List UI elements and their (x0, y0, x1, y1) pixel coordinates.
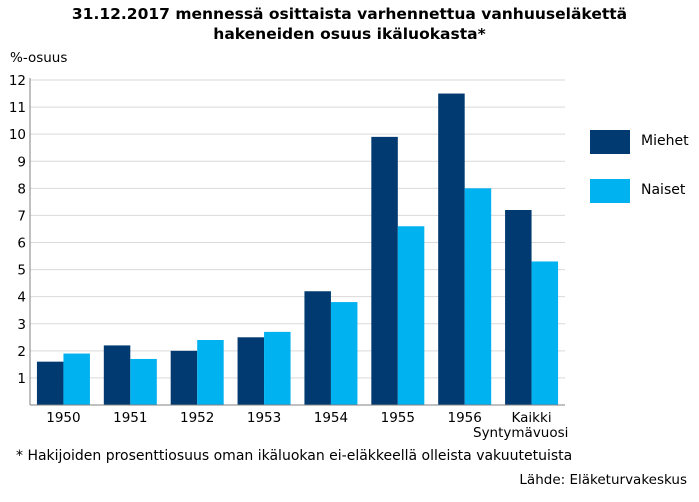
bar-miehet-1955 (371, 136, 398, 405)
bar-naiset-1951 (130, 358, 157, 405)
x-tick-label: 1953 (247, 410, 281, 426)
y-tick-label: 6 (17, 236, 26, 252)
chart-title: 31.12.2017 mennessä osittaista varhennet… (0, 4, 699, 44)
y-tick-label: 9 (17, 154, 26, 170)
y-tick-label: 8 (17, 181, 26, 197)
y-tick-label: 10 (9, 127, 26, 143)
chart-title-line-2: hakeneiden osuus ikäluokasta* (213, 25, 486, 43)
x-tick-label: 1954 (314, 410, 348, 426)
bar-naiset-1950 (63, 353, 90, 405)
bar-miehet-1950 (36, 361, 64, 405)
y-tick-label: 12 (9, 73, 26, 89)
x-axis-ticks: 1950 1951 1952 1953 1954 1955 1956 Kaikki (46, 410, 551, 426)
legend-label-miehet: Miehet (641, 133, 689, 149)
x-tick-label: 1952 (180, 410, 214, 426)
bars (36, 93, 559, 406)
y-tick-label: 7 (17, 208, 26, 224)
legend-label-naiset: Naiset (641, 182, 686, 198)
x-tick-label: Kaikki (512, 410, 552, 426)
bar-miehet-kaikki (505, 210, 532, 405)
bar-miehet-1951 (103, 345, 131, 405)
bar-naiset-1952 (197, 340, 224, 405)
legend-item-naiset: Naiset (590, 179, 699, 203)
legend-item-miehet: Miehet (590, 130, 699, 154)
bar-miehet-1953 (237, 337, 265, 405)
source-note: Lähde: Eläketurvakeskus (519, 472, 687, 488)
legend-swatch-naiset (590, 179, 630, 203)
y-tick-label: 5 (17, 263, 26, 279)
bar-naiset-1954 (330, 302, 358, 405)
x-tick-label: 1956 (448, 410, 482, 426)
y-tick-label: 11 (9, 100, 26, 116)
x-tick-label: 1950 (46, 410, 80, 426)
bar-naiset-1955 (397, 226, 425, 405)
bar-miehet-1956 (438, 93, 465, 406)
x-tick-label: 1951 (113, 410, 147, 426)
y-tick-label: 3 (17, 317, 26, 333)
legend-swatch-miehet (590, 130, 630, 154)
bar-miehet-1954 (304, 291, 331, 405)
bar-naiset-1953 (264, 331, 291, 405)
x-axis-title: Syntymävuosi (473, 425, 569, 441)
y-tick-label: 1 (17, 371, 26, 387)
y-tick-label: 2 (17, 344, 26, 360)
bar-naiset-1956 (464, 188, 492, 405)
chart-title-line-1: 31.12.2017 mennessä osittaista varhennet… (71, 5, 628, 23)
footnote: * Hakijoiden prosenttiosuus oman ikäluok… (16, 448, 573, 464)
bar-miehet-1952 (170, 350, 198, 405)
x-tick-label: 1955 (381, 410, 415, 426)
y-tick-label: 4 (17, 290, 26, 306)
bar-naiset-kaikki (531, 261, 559, 405)
y-axis-unit-label: %-osuus (10, 50, 67, 66)
axes (29, 78, 565, 406)
